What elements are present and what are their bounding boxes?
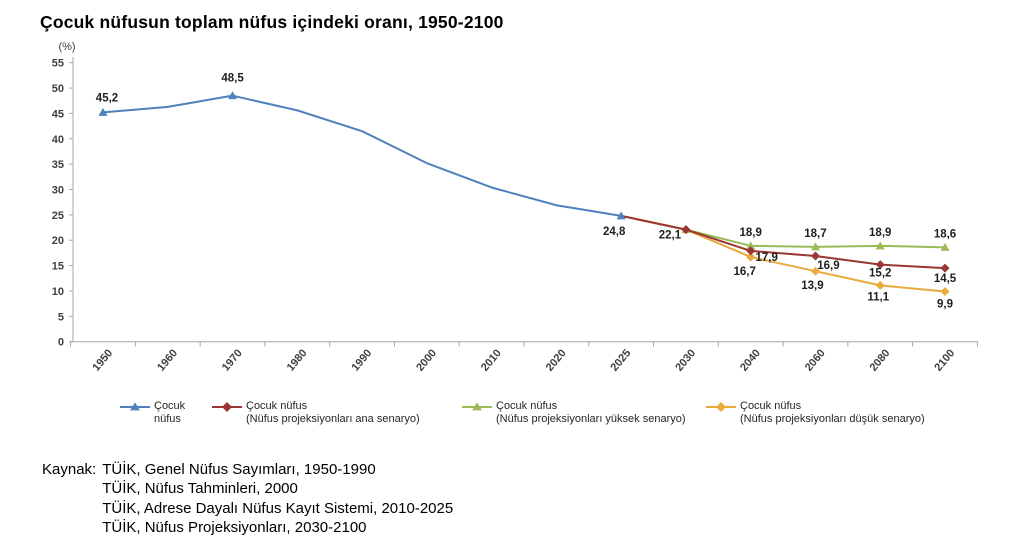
legend-label-line: Çocuk: [154, 400, 186, 412]
legend-label-line: Çocuk nüfus: [246, 400, 308, 412]
svg-text:15: 15: [52, 261, 64, 273]
svg-text:14,5: 14,5: [934, 273, 957, 285]
source-lines: TÜİK, Genel Nüfus Sayımları, 1950-1990 T…: [102, 460, 453, 537]
svg-text:2010: 2010: [479, 347, 504, 373]
svg-text:22,1: 22,1: [659, 230, 682, 242]
legend-label-line: Çocuk nüfus: [740, 400, 802, 412]
svg-text:2060: 2060: [803, 347, 828, 373]
legend-swatch: [212, 401, 242, 413]
svg-text:1990: 1990: [349, 347, 374, 373]
svg-text:18,9: 18,9: [740, 227, 762, 239]
svg-text:48,5: 48,5: [221, 73, 244, 85]
legend-label-line: Çocuk nüfus: [496, 400, 558, 412]
legend-label: Çocuk nüfus: [154, 400, 185, 425]
source-line: TÜİK, Genel Nüfus Sayımları, 1950-1990: [102, 461, 376, 478]
svg-text:0: 0: [58, 337, 64, 349]
svg-text:1950: 1950: [90, 347, 115, 373]
svg-text:2040: 2040: [738, 347, 763, 373]
svg-text:45: 45: [52, 108, 64, 120]
svg-text:16,7: 16,7: [734, 266, 756, 278]
svg-text:50: 50: [52, 83, 64, 95]
svg-text:2100: 2100: [932, 347, 957, 373]
svg-text:15,2: 15,2: [869, 268, 891, 280]
legend-swatch: [706, 401, 736, 413]
diamond-marker-icon: [222, 402, 232, 412]
chart-title: Çocuk nüfusun toplam nüfus içindeki oran…: [40, 12, 504, 32]
svg-text:30: 30: [52, 185, 64, 197]
svg-text:(%): (%): [58, 41, 75, 53]
svg-text:20: 20: [52, 235, 64, 247]
svg-text:2080: 2080: [868, 347, 893, 373]
legend-item-cocuk-nufus: Çocuk nüfus: [120, 400, 185, 425]
svg-text:24,8: 24,8: [603, 226, 626, 238]
triangle-marker-icon: [472, 402, 482, 411]
svg-text:25: 25: [52, 210, 64, 222]
svg-text:1980: 1980: [285, 347, 310, 373]
legend-item-dusuk-senaryo: Çocuk nüfus (Nüfus projeksiyonları düşük…: [706, 400, 925, 425]
legend-swatch: [462, 401, 492, 413]
svg-text:55: 55: [52, 58, 64, 70]
source-note: Kaynak: TÜİK, Genel Nüfus Sayımları, 195…: [42, 460, 453, 537]
legend-label-line: (Nüfus projeksiyonları ana senaryo): [246, 412, 420, 425]
svg-text:2025: 2025: [609, 347, 634, 373]
svg-text:17,9: 17,9: [756, 252, 778, 264]
source-label: Kaynak:: [42, 461, 97, 478]
legend-label-line: (Nüfus projeksiyonları düşük senaryo): [740, 412, 925, 425]
svg-text:5: 5: [58, 311, 64, 323]
source-line: TÜİK, Adrese Dayalı Nüfus Kayıt Sistemi,…: [102, 499, 454, 517]
svg-text:10: 10: [52, 286, 64, 298]
svg-text:40: 40: [52, 134, 64, 146]
legend-label: Çocuk nüfus (Nüfus projeksiyonları ana s…: [246, 400, 420, 425]
legend-item-ana-senaryo: Çocuk nüfus (Nüfus projeksiyonları ana s…: [212, 400, 420, 425]
source-line: TÜİK, Nüfus Tahminleri, 2000: [102, 480, 298, 498]
legend-swatch: [120, 401, 150, 413]
diamond-marker-icon: [716, 402, 726, 412]
triangle-marker-icon: [130, 402, 140, 411]
svg-text:18,6: 18,6: [934, 228, 956, 240]
svg-text:2020: 2020: [544, 347, 569, 373]
source-line: TÜİK, Nüfus Projeksiyonları, 2030-2100: [102, 518, 367, 536]
svg-text:1970: 1970: [220, 347, 245, 373]
legend-label: Çocuk nüfus (Nüfus projeksiyonları yükse…: [496, 400, 686, 425]
legend-item-yuksek-senaryo: Çocuk nüfus (Nüfus projeksiyonları yükse…: [462, 400, 686, 425]
svg-text:2030: 2030: [673, 347, 698, 373]
svg-text:18,7: 18,7: [804, 228, 826, 240]
legend-label-line: nüfus: [154, 412, 181, 425]
svg-text:11,1: 11,1: [867, 291, 889, 303]
svg-text:18,9: 18,9: [869, 227, 891, 239]
svg-text:16,9: 16,9: [817, 260, 839, 272]
svg-text:35: 35: [52, 159, 64, 171]
svg-text:2000: 2000: [414, 347, 439, 373]
svg-text:13,9: 13,9: [801, 280, 823, 292]
svg-text:1960: 1960: [155, 347, 180, 373]
legend-label: Çocuk nüfus (Nüfus projeksiyonları düşük…: [740, 400, 925, 425]
legend-label-line: (Nüfus projeksiyonları yüksek senaryo): [496, 412, 686, 425]
svg-text:45,2: 45,2: [96, 92, 118, 104]
svg-text:9,9: 9,9: [937, 298, 953, 310]
